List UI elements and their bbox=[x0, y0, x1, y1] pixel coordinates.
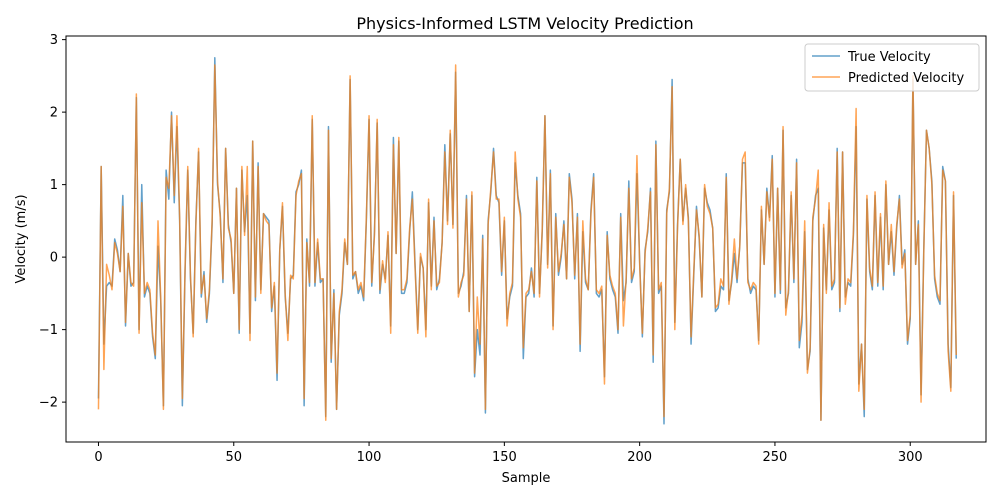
y-tick-label: 2 bbox=[50, 106, 58, 121]
x-tick-label: 0 bbox=[94, 450, 102, 465]
x-tick-label: 50 bbox=[225, 450, 242, 465]
y-tick-label: −2 bbox=[39, 396, 58, 411]
legend-box bbox=[804, 43, 980, 92]
y-tick-label: 0 bbox=[50, 251, 58, 266]
chart-title: Physics-Informed LSTM Velocity Predictio… bbox=[356, 14, 693, 33]
y-axis-label: Velocity (m/s) bbox=[14, 194, 29, 283]
legend-label-true-velocity: True Velocity bbox=[847, 50, 931, 65]
series-line-predicted-velocity bbox=[97, 64, 957, 421]
series-lines bbox=[97, 57, 957, 425]
y-tick-label: 3 bbox=[50, 33, 58, 48]
y-tick-label: −1 bbox=[39, 323, 58, 338]
x-tick-label: 300 bbox=[898, 450, 923, 465]
y-tick-label: 1 bbox=[50, 178, 58, 193]
legend-label-predicted-velocity: Predicted Velocity bbox=[848, 71, 964, 86]
x-tick-label: 150 bbox=[492, 450, 517, 465]
legend: True Velocity Predicted Velocity bbox=[804, 43, 980, 92]
y-axis: −2 −1 0 1 2 3 bbox=[39, 33, 66, 411]
x-axis: 0 50 100 150 200 250 300 bbox=[94, 442, 923, 465]
x-tick-label: 200 bbox=[627, 450, 652, 465]
plot-area-frame bbox=[65, 35, 987, 443]
x-tick-label: 250 bbox=[763, 450, 788, 465]
x-tick-label: 100 bbox=[357, 450, 382, 465]
x-axis-label: Sample bbox=[502, 471, 551, 486]
